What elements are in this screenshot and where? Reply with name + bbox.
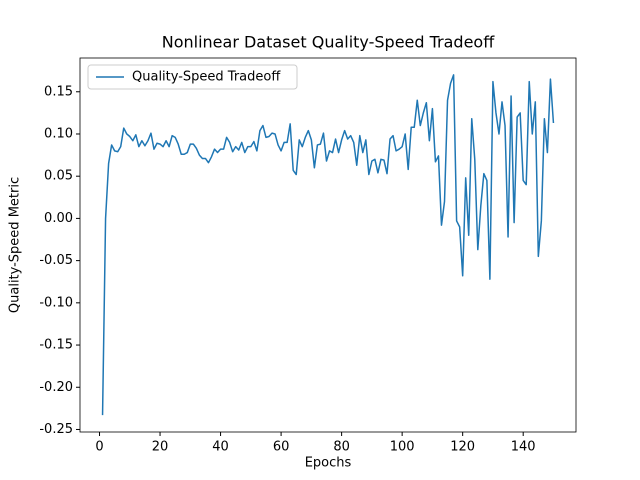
data-line — [101, 74, 555, 416]
x-tick-label: 120 — [450, 440, 475, 455]
x-axis-label: Epochs — [305, 456, 352, 471]
legend-box — [87, 64, 298, 90]
x-tick-label: 140 — [511, 440, 536, 455]
chart-title: Nonlinear Dataset Quality-Speed Tradeoff — [162, 33, 495, 52]
y-tick-label: 0.00 — [44, 211, 73, 226]
y-tick-label: -0.25 — [39, 422, 73, 437]
y-tick-label: 0.05 — [44, 169, 73, 184]
y-tick-label: 0.15 — [44, 84, 73, 99]
x-tick-label: 0 — [95, 440, 103, 455]
y-tick-label: -0.05 — [39, 253, 73, 268]
y-axis-label: Quality-Speed Metric — [8, 177, 23, 313]
y-tick-label: 0.10 — [44, 126, 73, 141]
x-tick-label: 60 — [273, 440, 290, 455]
x-tick-label: 20 — [152, 440, 169, 455]
y-tick-label: -0.15 — [39, 338, 73, 353]
legend-label: Quality-Speed Tradeoff — [132, 70, 281, 85]
y-tick-label: -0.20 — [39, 380, 73, 395]
x-tick-label: 40 — [212, 440, 229, 455]
plot-frame — [79, 57, 577, 433]
x-tick-label: 80 — [333, 440, 350, 455]
x-tick-label: 100 — [390, 440, 415, 455]
y-tick-label: -0.10 — [39, 295, 73, 310]
